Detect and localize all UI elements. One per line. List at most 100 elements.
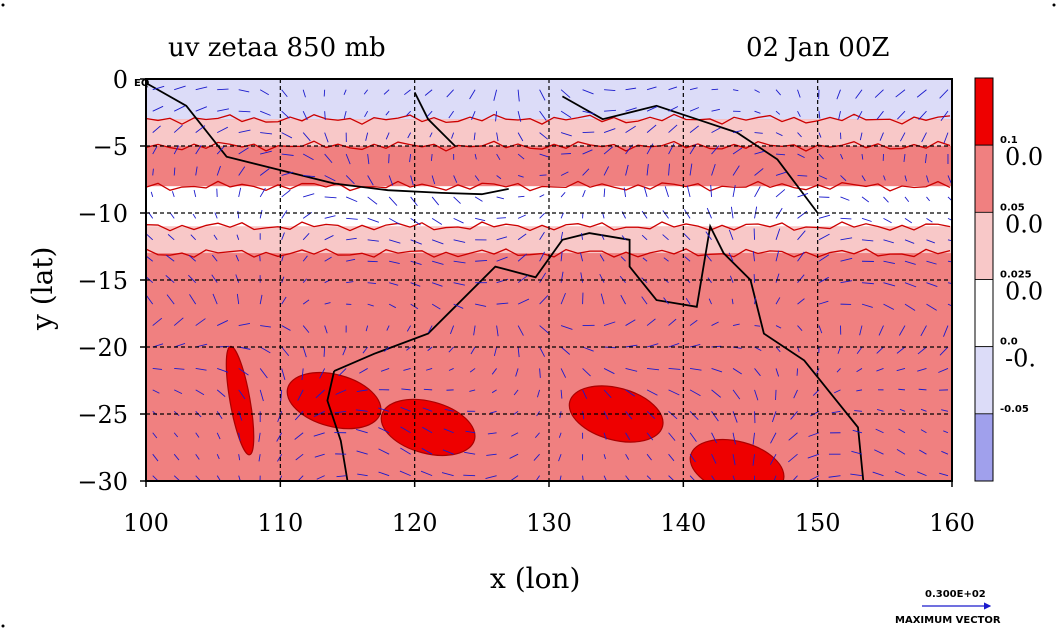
chart-title-left: uv zetaa 850 mb — [168, 33, 386, 63]
wind-vector — [487, 432, 497, 435]
y-top-suffix: EQ — [134, 78, 149, 89]
wind-vector — [152, 105, 164, 112]
wind-vector — [641, 296, 648, 305]
wind-vector — [302, 153, 314, 161]
coastline-1 — [413, 91, 456, 147]
wind-vector — [896, 449, 906, 455]
wind-vector — [898, 428, 906, 434]
wind-vector — [904, 260, 916, 265]
coastline-4 — [326, 370, 349, 481]
wind-vector — [324, 132, 329, 143]
wind-vector — [357, 473, 368, 477]
wind-vector — [496, 325, 499, 337]
wind-vector — [346, 217, 358, 220]
wind-vector — [260, 150, 272, 155]
wind-vector — [560, 389, 563, 399]
wind-vector — [378, 407, 390, 412]
wind-vector — [192, 213, 197, 219]
wind-vector — [940, 110, 949, 122]
wind-vector — [625, 475, 630, 481]
wind-vector — [898, 325, 906, 336]
wind-vector — [302, 325, 310, 333]
wind-vector — [260, 132, 273, 135]
wind-vector — [903, 153, 906, 163]
wind-vector — [260, 325, 271, 328]
wind-vector — [625, 107, 637, 112]
wind-vector — [385, 132, 390, 140]
wind-vector — [319, 368, 326, 379]
wind-vector — [625, 411, 633, 420]
wind-vector — [643, 186, 648, 198]
wind-vector — [793, 389, 798, 399]
wind-vector — [921, 132, 927, 143]
colorbar-large-label: 0.0 — [1005, 278, 1043, 306]
wind-vector — [323, 346, 326, 357]
wind-vector — [238, 389, 246, 400]
wind-vector — [876, 409, 884, 412]
wind-vector — [217, 368, 229, 373]
wind-vector — [324, 175, 336, 182]
wind-vector — [604, 89, 616, 91]
wind-vector — [388, 175, 394, 186]
wind-vector — [281, 110, 290, 119]
wind-vector — [926, 303, 937, 311]
wind-vector — [324, 235, 334, 241]
wind-vector — [918, 388, 927, 391]
wind-vector — [861, 175, 866, 182]
wind-vector — [752, 454, 755, 466]
x-axis-ticks: 100 110 120 130 140 150 160 — [123, 481, 975, 537]
wind-vector — [380, 368, 390, 372]
wind-vector — [152, 125, 161, 133]
wind-vector — [427, 346, 433, 352]
coastline-3 — [333, 223, 865, 481]
wind-vector — [947, 175, 952, 184]
wind-vector — [918, 110, 927, 120]
x-tick-label: 100 — [123, 509, 169, 537]
wind-vector — [641, 210, 648, 219]
wind-vector — [259, 89, 269, 96]
wind-vector — [216, 165, 221, 176]
wind-vector — [668, 86, 678, 91]
wind-vector — [539, 110, 547, 121]
wind-vector — [410, 217, 421, 226]
wind-vector — [558, 454, 562, 462]
wind-vector — [383, 89, 390, 95]
wind-vector — [684, 256, 691, 262]
wind-vector — [939, 346, 949, 356]
wind-vector — [561, 153, 571, 155]
wind-vector — [389, 239, 401, 244]
colorbar-small-label: 0.1 — [1000, 135, 1018, 146]
wind-vector — [582, 89, 594, 95]
wind-vector — [152, 85, 165, 91]
wind-vector — [818, 325, 823, 334]
wind-vector — [302, 110, 308, 121]
wind-vector — [818, 233, 830, 241]
wind-vector — [872, 471, 884, 477]
wind-vector — [448, 368, 454, 371]
wind-vector — [539, 346, 546, 357]
wind-vector — [852, 429, 863, 434]
wind-vector — [475, 217, 486, 222]
wind-vector — [324, 215, 336, 219]
wind-vector — [668, 453, 675, 462]
wind-vector — [401, 388, 411, 391]
wind-vector — [797, 346, 800, 353]
wind-vector — [189, 294, 197, 305]
wind-vector — [489, 410, 497, 414]
wind-vector — [410, 282, 421, 287]
wind-vector — [260, 110, 271, 116]
wind-vector — [406, 110, 411, 116]
wind-vector — [711, 163, 716, 176]
wind-vector — [797, 132, 802, 138]
wind-vector — [448, 110, 454, 119]
wind-vector — [385, 110, 390, 116]
wind-vector — [689, 107, 700, 112]
wind-vector — [235, 274, 240, 283]
wind-vector — [302, 299, 310, 305]
wind-vector — [302, 232, 310, 241]
wind-vector — [689, 125, 699, 133]
wind-vector — [689, 319, 698, 326]
wind-vector — [752, 251, 755, 262]
wind-vector — [708, 298, 712, 305]
wind-vector — [195, 86, 208, 91]
